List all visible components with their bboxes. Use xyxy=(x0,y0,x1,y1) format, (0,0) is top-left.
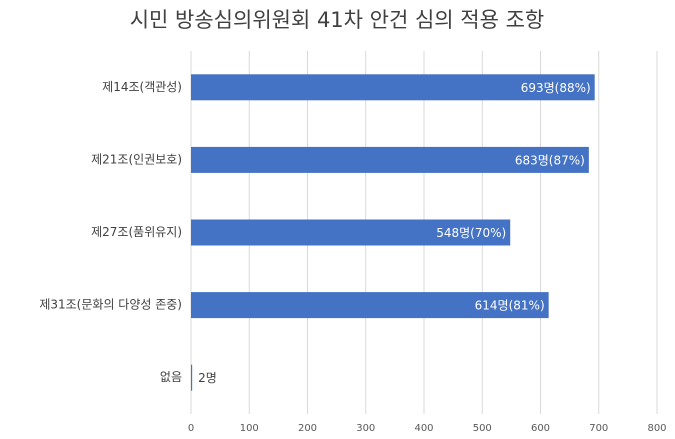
x-tick-label: 700 xyxy=(589,423,608,434)
value-label: 683명(87%) xyxy=(515,153,585,167)
x-tick-label: 0 xyxy=(188,423,194,434)
y-tick-label: 제14조(객관성) xyxy=(102,80,182,94)
bar xyxy=(191,74,595,101)
value-label: 614명(81%) xyxy=(475,299,545,313)
x-tick-label: 800 xyxy=(647,423,666,434)
y-tick-label: 제27조(품위유지) xyxy=(91,225,182,239)
value-label: 548명(70%) xyxy=(436,226,506,240)
x-tick-label: 300 xyxy=(356,423,375,434)
bar xyxy=(191,219,511,246)
y-tick-label: 제21조(인권보호) xyxy=(91,152,182,166)
x-tick-label: 200 xyxy=(298,423,317,434)
x-tick-label: 100 xyxy=(240,423,259,434)
value-label: 2명 xyxy=(198,371,217,385)
value-label: 693명(88%) xyxy=(521,81,591,95)
bar xyxy=(191,146,589,173)
bar xyxy=(191,364,193,391)
chart-title: 시민 방송심의위원회 41차 안건 심의 적용 조항 xyxy=(130,8,545,32)
x-tick-label: 400 xyxy=(414,423,433,434)
x-tick-label: 500 xyxy=(473,423,492,434)
y-tick-label: 제31조(문화의 다양성 존중) xyxy=(39,298,182,312)
y-tick-label: 없음 xyxy=(160,370,182,384)
x-tick-label: 600 xyxy=(531,423,550,434)
bar xyxy=(191,292,549,319)
